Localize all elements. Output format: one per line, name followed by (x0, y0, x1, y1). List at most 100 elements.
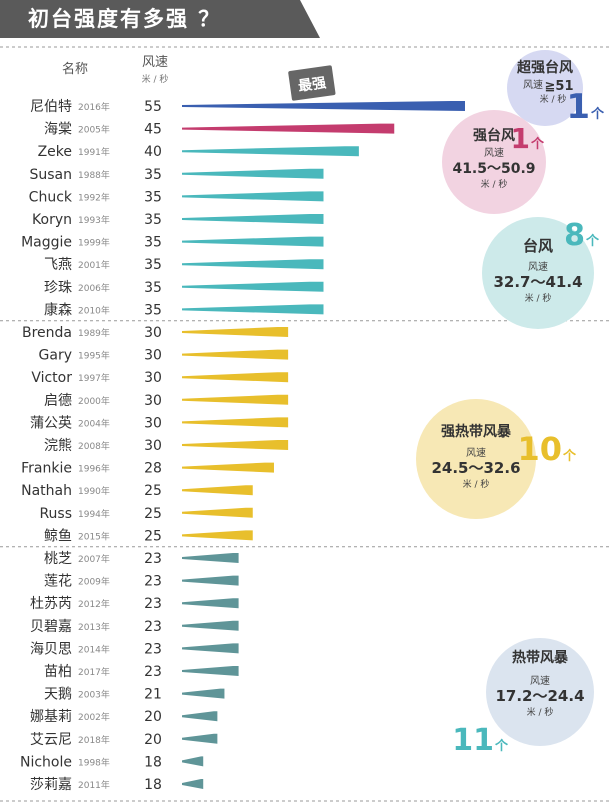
bar (182, 327, 289, 337)
row-value: 23 (144, 551, 162, 567)
stamp-text: 最强 (297, 74, 327, 95)
row-value: 28 (144, 461, 162, 477)
row-name: 莲花 (44, 574, 72, 590)
category-range: 24.5～32.6 (431, 459, 520, 477)
row-name: 鲸鱼 (44, 527, 72, 544)
column-header-name: 名称 (61, 62, 88, 77)
row-value: 30 (144, 325, 162, 341)
row-year: 2014年 (78, 643, 110, 655)
row-year: 1989年 (78, 327, 110, 339)
row-name: Nichole (20, 754, 72, 770)
category-speed-label: 风速 (466, 447, 486, 459)
row-name: 海贝思 (30, 641, 72, 657)
row-year: 2005年 (78, 124, 110, 136)
row-year: 2001年 (78, 259, 110, 271)
row-name: 娜基莉 (30, 708, 72, 725)
row-value: 20 (144, 732, 162, 748)
category-count-unit: 个 (590, 106, 605, 122)
row-year: 2000年 (78, 395, 110, 407)
category-label: 台风 (523, 237, 553, 255)
row-year: 1991年 (78, 146, 110, 158)
category-label: 超强台风 (516, 59, 573, 76)
row-value: 18 (144, 754, 162, 770)
category-range: 17.2～24.4 (495, 687, 584, 705)
bar (182, 191, 324, 202)
row-value: 30 (144, 415, 162, 431)
title-banner (0, 0, 320, 38)
row-name: Victor (31, 370, 72, 386)
column-header-unit: 米 / 秒 (141, 75, 169, 85)
category-label: 强热带风暴 (441, 423, 512, 440)
row-name: 桃芝 (44, 551, 72, 567)
category-unit: 米 / 秒 (525, 292, 552, 304)
bar (182, 530, 253, 541)
bar (182, 101, 465, 111)
row-year: 1993年 (78, 214, 110, 226)
bar (182, 643, 239, 654)
category-label: 强台风 (473, 127, 515, 144)
row-name: 艾云尼 (30, 732, 72, 748)
row-year: 2013年 (78, 621, 110, 633)
category-count: 1 (511, 122, 530, 155)
row-year: 2006年 (78, 282, 110, 294)
category-unit: 米 / 秒 (481, 178, 508, 190)
row-year: 2002年 (78, 711, 110, 723)
row-name: 珍珠 (44, 280, 72, 296)
row-name: 蒲公英 (30, 414, 72, 431)
row-name: 莎莉嘉 (30, 777, 72, 793)
row-value: 25 (144, 506, 162, 522)
category-unit: 米 / 秒 (540, 93, 567, 105)
bar (182, 756, 204, 767)
row-name: 天鹅 (44, 686, 72, 703)
row-year: 2016年 (78, 101, 110, 113)
strongest-stamp: 最强 (288, 65, 336, 101)
bar (182, 711, 218, 722)
category-bubble-typhoon (482, 217, 594, 329)
row-name: 飞燕 (44, 257, 72, 273)
row-value: 30 (144, 348, 162, 364)
bar (182, 281, 324, 292)
row-name: Chuck (29, 189, 73, 205)
bar (182, 168, 324, 179)
bar (182, 462, 274, 473)
bar (182, 598, 239, 609)
category-speed-label: 风速 (523, 79, 543, 91)
row-name: 康森 (44, 301, 72, 318)
bar (182, 304, 324, 315)
category-label: 热带风暴 (512, 649, 569, 666)
row-value: 25 (144, 528, 162, 544)
bar (182, 372, 289, 383)
category-unit: 米 / 秒 (527, 706, 554, 718)
row-value: 55 (144, 99, 162, 115)
row-year: 1994年 (78, 508, 110, 520)
category-range: 32.7～41.4 (493, 273, 582, 291)
row-value: 35 (144, 302, 162, 318)
row-value: 35 (144, 189, 162, 205)
row-value: 23 (144, 596, 162, 612)
bar (182, 666, 239, 676)
row-year: 2011年 (78, 779, 110, 791)
stamp-background (288, 65, 336, 101)
row-year: 2010年 (78, 304, 110, 316)
row-name: 海棠 (44, 122, 72, 138)
category-count-unit: 个 (562, 448, 577, 464)
bar (182, 214, 324, 224)
bar (182, 507, 253, 518)
row-value: 23 (144, 641, 162, 657)
category-count-unit: 个 (494, 738, 509, 754)
category-bubble-super (507, 50, 583, 126)
row-year: 2018年 (78, 734, 110, 746)
row-value: 40 (144, 144, 162, 160)
row-value: 45 (144, 122, 162, 138)
row-name: Zeke (38, 144, 72, 160)
row-value: 20 (144, 709, 162, 725)
row-value: 23 (144, 664, 162, 680)
bar (182, 146, 359, 157)
row-name: Nathah (21, 483, 72, 499)
row-name: 尼伯特 (30, 99, 72, 115)
row-name: Susan (29, 167, 72, 183)
row-name: 杜苏芮 (30, 595, 72, 612)
category-bubble-sts (416, 399, 536, 519)
row-year: 2015年 (78, 530, 110, 542)
row-value: 35 (144, 167, 162, 183)
